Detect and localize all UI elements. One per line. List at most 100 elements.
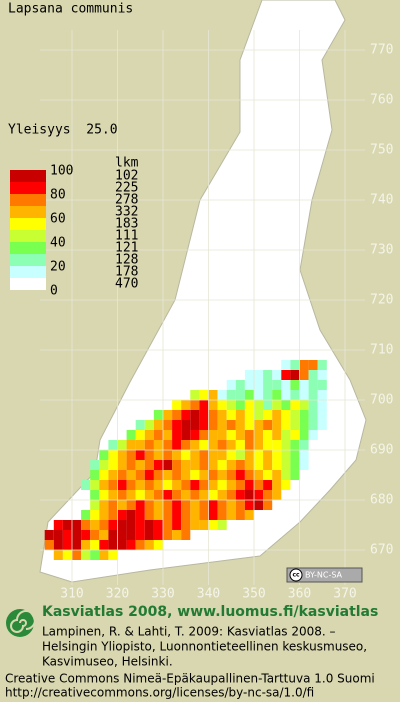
- grid-cell: [199, 510, 209, 520]
- grid-cell: [263, 500, 273, 510]
- grid-cell: [62, 520, 72, 530]
- grid-cell: [299, 430, 309, 440]
- grid-cell: [181, 400, 191, 410]
- x-tick-label: 310: [60, 587, 83, 602]
- grid-cell: [208, 420, 218, 430]
- grid-cell: [235, 480, 245, 490]
- grid-cell: [144, 430, 154, 440]
- grid-cell: [117, 450, 127, 460]
- grid-cell: [235, 420, 245, 430]
- grid-cell: [181, 500, 191, 510]
- grid-cell: [108, 520, 118, 530]
- legend-swatch: [10, 218, 46, 230]
- grid-cell: [308, 360, 318, 370]
- citation-line: Kasvimuseo, Helsinki.: [42, 655, 173, 669]
- grid-cell: [217, 390, 227, 400]
- grid-cell: [163, 450, 173, 460]
- grid-layer: 310 320 330 340 350 360 370 770 760 750 740 730 720 7…: [40, 30, 393, 602]
- grid-cell: [99, 490, 109, 500]
- grid-cell: [108, 480, 118, 490]
- grid-cell: [272, 390, 282, 400]
- legend-swatch: [10, 182, 46, 194]
- grid-cell: [72, 540, 82, 550]
- grid-cell: [153, 470, 163, 480]
- grid-cell: [244, 440, 254, 450]
- grid-cell: [235, 440, 245, 450]
- grid-cell: [163, 470, 173, 480]
- grid-cell: [99, 480, 109, 490]
- grid-cell: [208, 400, 218, 410]
- grid-cell: [235, 390, 245, 400]
- legend-swatch: [10, 254, 46, 266]
- grid-cell: [126, 540, 136, 550]
- legend-scale-label: 40: [50, 236, 66, 251]
- grid-cell: [272, 460, 282, 470]
- grid-cell: [44, 530, 54, 540]
- grid-cell: [190, 490, 200, 500]
- grid-cell: [199, 490, 209, 500]
- grid-cell: [254, 380, 264, 390]
- grid-cell: [81, 510, 91, 520]
- grid-cell: [217, 400, 227, 410]
- grid-cell: [190, 440, 200, 450]
- grid-cell: [244, 450, 254, 460]
- grid-cell: [208, 490, 218, 500]
- grid-cell: [108, 530, 118, 540]
- grid-cell: [99, 470, 109, 480]
- grid-cell: [299, 420, 309, 430]
- grid-cell: [217, 510, 227, 520]
- grid-cell: [263, 420, 273, 430]
- grid-cell: [53, 530, 63, 540]
- grid-cell: [263, 440, 273, 450]
- grid-cell: [190, 480, 200, 490]
- grid-cell: [135, 480, 145, 490]
- legend-scale-label: 0: [50, 284, 58, 299]
- logo: [6, 609, 36, 637]
- grid-cell: [208, 510, 218, 520]
- grid-cell: [272, 490, 282, 500]
- grid-cell: [144, 440, 154, 450]
- grid-cell: [126, 490, 136, 500]
- grid-cell: [254, 420, 264, 430]
- grid-cell: [135, 470, 145, 480]
- grid-cell: [235, 410, 245, 420]
- grid-cell: [226, 380, 236, 390]
- grid-cell: [235, 430, 245, 440]
- grid-cell: [172, 420, 182, 430]
- grid-cell: [163, 520, 173, 530]
- grid-cell: [281, 480, 291, 490]
- grid-cell: [308, 420, 318, 430]
- grid-cell: [144, 450, 154, 460]
- grid-cell: [217, 450, 227, 460]
- y-tick-label: 670: [370, 543, 393, 558]
- grid-cell: [244, 380, 254, 390]
- grid-cell: [235, 380, 245, 390]
- grid-cell: [244, 500, 254, 510]
- legend-count: 332: [115, 205, 138, 220]
- grid-cell: [117, 470, 127, 480]
- legend-swatch: [10, 206, 46, 218]
- grid-cell: [254, 430, 264, 440]
- grid-cell: [299, 460, 309, 470]
- grid-cell: [235, 510, 245, 520]
- y-tick-label: 690: [370, 443, 393, 458]
- grid-cell: [199, 460, 209, 470]
- grid-cell: [317, 360, 327, 370]
- grid-cell: [117, 510, 127, 520]
- grid-cell: [153, 480, 163, 490]
- grid-cell: [281, 400, 291, 410]
- grid-cell: [281, 420, 291, 430]
- grid-cell: [126, 430, 136, 440]
- grid-cell: [190, 410, 200, 420]
- grid-cell: [117, 460, 127, 470]
- grid-cell: [254, 480, 264, 490]
- grid-cell: [317, 390, 327, 400]
- grid-cell: [172, 520, 182, 530]
- grid-cell: [172, 400, 182, 410]
- grid-cell: [199, 500, 209, 510]
- grid-cell: [208, 430, 218, 440]
- grid-cell: [263, 430, 273, 440]
- grid-cell: [272, 450, 282, 460]
- grid-cell: [190, 500, 200, 510]
